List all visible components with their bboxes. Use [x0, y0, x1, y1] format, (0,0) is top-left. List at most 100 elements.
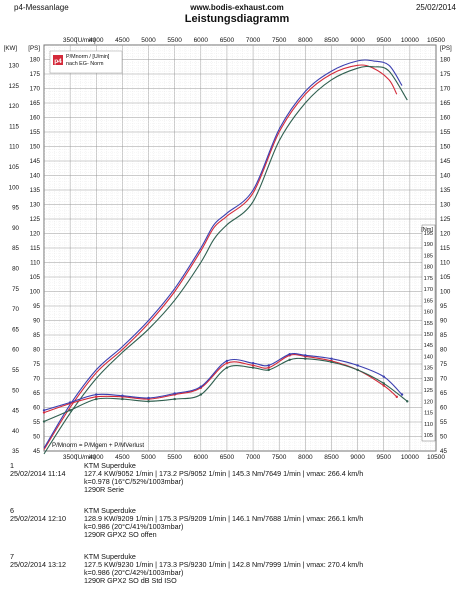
nm-tick-label: 120 — [424, 399, 433, 405]
torque-curve-1 — [43, 354, 398, 414]
ps-tick-label-right: 75 — [440, 361, 447, 368]
ps-tick-label-left: 65 — [33, 390, 40, 397]
kw-tick-label: 35 — [12, 448, 19, 455]
record-config: 1290R Serie — [84, 485, 124, 494]
torque-point-3 — [147, 400, 150, 403]
nm-tick-label: 180 — [424, 265, 433, 271]
x-tick-label-top: 6500 — [220, 37, 235, 44]
nm-tick-label: 145 — [424, 343, 433, 349]
ps-unit-label-left: [PS] — [28, 45, 40, 52]
torque-point-3 — [68, 409, 72, 412]
x-tick-label-top: 8500 — [324, 37, 339, 44]
record-values: 127.5 KW/9230 1/min | 173.3 PS/9230 1/mi… — [84, 560, 364, 569]
ps-tick-label-left: 55 — [33, 419, 40, 426]
x-tick-label-top: 10500 — [427, 37, 445, 44]
kw-tick-label: 65 — [12, 326, 19, 333]
torque-point-1 — [267, 366, 270, 369]
record-correction: k=0.978 (16°C/52%/1003mbar) — [84, 477, 184, 486]
torque-point-3 — [95, 397, 98, 401]
torque-point-2 — [356, 364, 359, 367]
logo-text: p4 — [54, 58, 62, 65]
record-correction: k=0.986 (20°C/41%/1003mbar) — [84, 522, 184, 531]
torque-point-2 — [95, 393, 98, 396]
torque-point-1 — [395, 395, 398, 399]
power-curve-1 — [43, 64, 398, 450]
nm-tick-label: 195 — [424, 231, 433, 237]
nm-tick-label: 155 — [424, 321, 433, 327]
legend-title: P/Mnorm / [U/min] — [66, 54, 110, 60]
nm-tick-label: 115 — [424, 411, 433, 417]
kw-tick-label: 90 — [12, 225, 19, 232]
chart-title: Leistungsdiagramm — [184, 13, 290, 25]
nm-tick-label: 160 — [424, 310, 433, 316]
kw-tick-label: 60 — [12, 347, 19, 354]
ps-tick-label-left: 155 — [30, 129, 41, 136]
kw-tick-label: 120 — [9, 103, 20, 110]
torque-point-2 — [225, 359, 229, 363]
ps-tick-label-right: 95 — [440, 303, 447, 310]
ps-tick-label-right: 115 — [440, 245, 450, 252]
torque-point-2 — [267, 364, 270, 367]
ps-tick-label-right: 150 — [440, 144, 451, 151]
ps-tick-label-right: 130 — [440, 202, 451, 209]
ps-tick-label-left: 110 — [30, 260, 40, 267]
kw-tick-label: 80 — [12, 266, 19, 273]
torque-point-2 — [251, 361, 255, 365]
x-tick-label-bottom: 5500 — [167, 454, 182, 460]
ps-tick-label-right: 100 — [440, 289, 451, 296]
x-unit-label-top: [U/min] — [76, 37, 96, 44]
record-config: 1290R GPX2 SO dB Std ISO — [84, 576, 177, 585]
ps-tick-label-right: 55 — [440, 419, 447, 426]
torque-point-2 — [288, 353, 291, 356]
torque-point-3 — [199, 393, 202, 396]
nm-tick-label: 170 — [424, 287, 433, 293]
nm-tick-label: 130 — [424, 377, 433, 383]
ps-tick-label-left: 125 — [30, 216, 41, 223]
x-tick-label-bottom: 8500 — [324, 454, 339, 460]
torque-point-2 — [382, 375, 385, 378]
x-tick-label-bottom: 8000 — [298, 454, 313, 460]
ps-tick-label-left: 80 — [33, 347, 40, 354]
kw-tick-label: 85 — [12, 245, 19, 252]
header-date: 25/02/2014 — [415, 3, 456, 12]
torque-point-3 — [225, 366, 229, 369]
ps-tick-label-right: 85 — [440, 332, 447, 339]
ps-tick-label-left: 165 — [30, 100, 41, 107]
torque-point-2 — [42, 409, 46, 412]
nm-unit-label: [Nm] — [421, 227, 433, 233]
torque-point-3 — [121, 397, 124, 401]
torque-point-3 — [406, 400, 409, 403]
ps-tick-label-right: 50 — [440, 434, 447, 441]
kw-tick-label: 100 — [9, 184, 20, 191]
torque-point-3 — [42, 420, 46, 423]
kw-tick-label: 40 — [12, 428, 19, 435]
torque-point-1 — [382, 384, 385, 387]
x-tick-label-bottom: 6000 — [194, 454, 209, 460]
ps-tick-label-right: 105 — [440, 274, 451, 281]
ps-tick-label-left: 100 — [30, 289, 41, 296]
header-url: www.bodis-exhaust.com — [190, 3, 284, 12]
record-vehicle: KTM Superduke — [84, 552, 136, 561]
ps-tick-label-left: 130 — [30, 202, 41, 209]
ps-tick-label-right: 60 — [440, 405, 447, 412]
nm-axis-box — [421, 224, 436, 442]
ps-tick-label-right: 80 — [440, 347, 447, 354]
torque-point-2 — [199, 385, 202, 388]
ps-tick-label-right: 170 — [440, 86, 451, 93]
x-tick-label-bottom: 5000 — [141, 454, 156, 460]
ps-tick-label-right: 155 — [440, 129, 451, 136]
nm-tick-label: 150 — [424, 332, 433, 338]
ps-tick-label-right: 140 — [440, 173, 451, 180]
ps-tick-label-right: 175 — [440, 71, 451, 78]
ps-tick-label-left: 135 — [30, 187, 41, 194]
x-tick-label-top: 4000 — [89, 37, 104, 44]
ps-tick-label-left: 175 — [30, 71, 41, 78]
x-unit-label-bottom: [U/min] — [76, 454, 96, 460]
x-tick-label-top: 7500 — [272, 37, 287, 44]
kw-tick-label: 55 — [12, 367, 19, 374]
kw-unit-label: [KW] — [4, 45, 18, 52]
ps-tick-label-right: 180 — [440, 57, 451, 64]
record-date: 25/02/2014 11:14 — [10, 469, 66, 478]
torque-point-1 — [95, 395, 98, 399]
torque-point-2 — [400, 393, 404, 396]
